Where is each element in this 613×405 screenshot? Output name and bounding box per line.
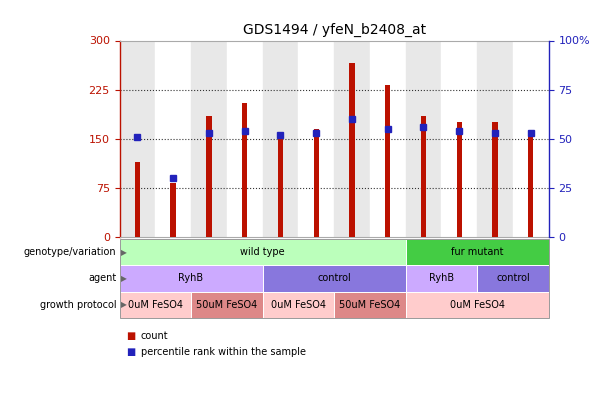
Bar: [120, 40, 155, 237]
Title: GDS1494 / yfeN_b2408_at: GDS1494 / yfeN_b2408_at: [243, 23, 425, 37]
Text: RyhB: RyhB: [178, 273, 204, 283]
Bar: [492, 122, 498, 237]
Text: 0uM FeSO4: 0uM FeSO4: [449, 300, 504, 310]
Bar: [227, 40, 262, 237]
Bar: [170, 183, 176, 237]
Bar: [385, 85, 390, 237]
Bar: [477, 40, 513, 237]
Bar: [299, 40, 334, 237]
Text: 0uM FeSO4: 0uM FeSO4: [128, 300, 183, 310]
Text: ■: ■: [126, 331, 135, 341]
Bar: [313, 129, 319, 237]
Text: wild type: wild type: [240, 247, 285, 257]
Text: fur mutant: fur mutant: [451, 247, 503, 257]
Bar: [278, 139, 283, 237]
Text: ■: ■: [126, 347, 135, 357]
Bar: [135, 162, 140, 237]
Bar: [457, 122, 462, 237]
Bar: [441, 40, 477, 237]
Bar: [513, 40, 549, 237]
Bar: [242, 103, 248, 237]
Text: ▶: ▶: [121, 274, 127, 283]
Text: 50uM FeSO4: 50uM FeSO4: [196, 300, 257, 310]
Text: control: control: [496, 273, 530, 283]
Text: agent: agent: [88, 273, 116, 283]
Bar: [349, 64, 355, 237]
Bar: [155, 40, 191, 237]
Text: 50uM FeSO4: 50uM FeSO4: [339, 300, 400, 310]
Bar: [206, 116, 211, 237]
Text: control: control: [317, 273, 351, 283]
Bar: [191, 40, 227, 237]
Bar: [262, 40, 299, 237]
Text: ▶: ▶: [121, 247, 127, 257]
Text: genotype/variation: genotype/variation: [24, 247, 116, 257]
Text: 0uM FeSO4: 0uM FeSO4: [271, 300, 326, 310]
Text: percentile rank within the sample: percentile rank within the sample: [141, 347, 306, 357]
Bar: [528, 132, 533, 237]
Text: growth protocol: growth protocol: [40, 300, 116, 310]
Bar: [406, 40, 441, 237]
Bar: [421, 116, 426, 237]
Text: RyhB: RyhB: [429, 273, 454, 283]
Text: ▶: ▶: [121, 300, 127, 309]
Bar: [370, 40, 406, 237]
Bar: [334, 40, 370, 237]
Text: count: count: [141, 331, 169, 341]
